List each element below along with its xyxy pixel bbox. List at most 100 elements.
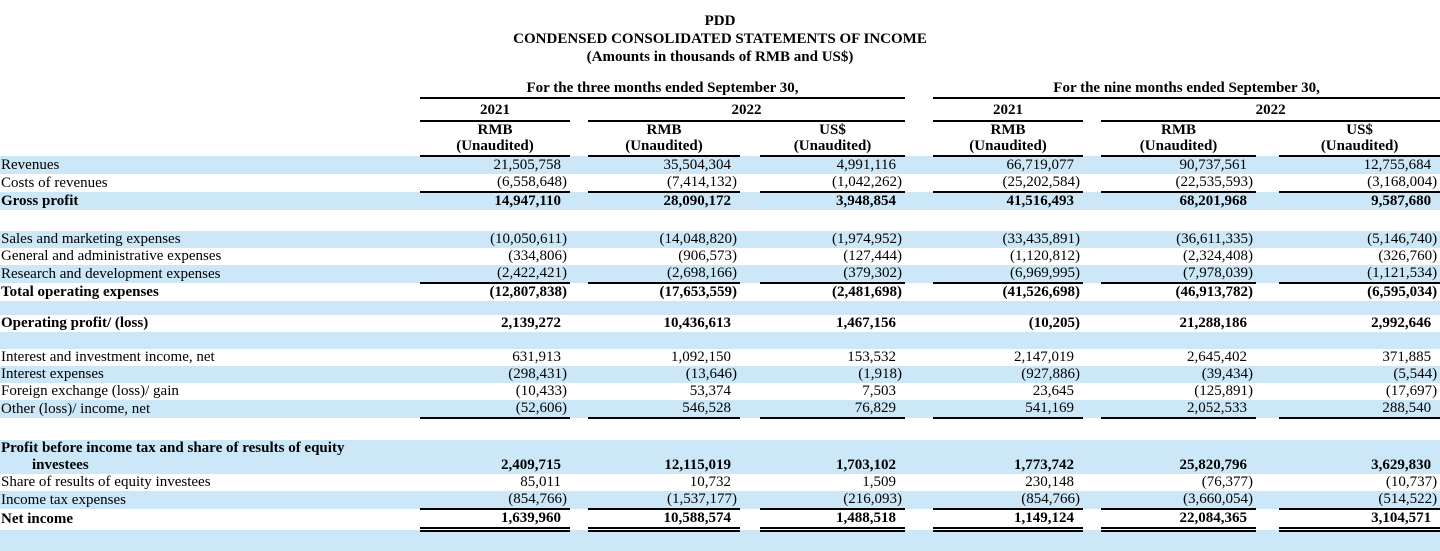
value-cell-col4: (125,891) — [1194, 383, 1254, 399]
gap-cell — [1256, 509, 1279, 530]
row-label: Other (loss)/ income, net — [0, 400, 420, 418]
value-cell-col0: (6,558,648) — [420, 174, 570, 193]
table-row: Other (loss)/ income, net (52,606) 546,528… — [0, 400, 1440, 419]
row-label: Profit before income tax and share of re… — [0, 440, 420, 457]
gap-cell — [905, 174, 933, 192]
table-row: Sales and marketing expenses (10,050,611)… — [0, 231, 1440, 248]
value-cell-col5: (5,544) — [1279, 366, 1440, 383]
unaudited-header-4: (Unaudited) — [1101, 138, 1257, 157]
value-cell-col2: 1,488,518 — [760, 509, 906, 532]
value-cell-col4: (36,611,335) — [1101, 231, 1257, 248]
value-cell-col0: 2,139,272 — [501, 315, 561, 331]
gap-cell — [570, 156, 588, 174]
value-cell-col4: 90,737,561 — [1101, 156, 1257, 174]
year-header-9m-2022: 2022 — [1101, 98, 1440, 122]
gap-cell — [905, 121, 933, 138]
value-cell-col1: (2,698,166) — [588, 265, 740, 284]
row-label: Share of results of equity investees — [1, 474, 211, 490]
gap-cell — [740, 383, 760, 400]
gap-cell — [740, 457, 760, 474]
gap-cell — [905, 156, 934, 174]
table-row: Interest expenses (298,431) (13,646) (1,918… — [0, 366, 1440, 383]
gap-cell — [570, 383, 588, 400]
gap-cell — [1256, 192, 1280, 210]
gap-cell — [570, 491, 588, 509]
gap-cell — [1256, 283, 1279, 301]
value-cell-col4: (7,978,039) — [1101, 265, 1257, 284]
gap-cell — [1083, 366, 1102, 383]
value-cell-col2: 7,503 — [862, 383, 897, 399]
gap-cell — [740, 509, 760, 530]
currency-header-1: RMB — [646, 122, 682, 138]
value-cell-col0 — [420, 440, 570, 457]
table-row: investees 2,409,715 12,115,019 1,703,102 1,7… — [0, 457, 1440, 474]
gap-cell — [1083, 383, 1101, 400]
table-row: Foreign exchange (loss)/ gain (10,433) 53,… — [0, 383, 1440, 400]
gap-cell — [905, 192, 934, 210]
spacer-cell — [0, 332, 1440, 349]
unaudited-header-3: (Unaudited) — [933, 138, 1084, 157]
value-cell-col0: (10,433) — [515, 383, 567, 399]
currency-header-5: US$ — [1346, 122, 1373, 138]
currency-header-row: RMB RMB US$ RMB RMB US$ — [0, 121, 1440, 138]
value-cell-col2: (2,481,698) — [832, 284, 903, 300]
gap-cell — [0, 98, 420, 121]
value-cell-col1: 10,732 — [689, 474, 731, 490]
row-label: Gross profit — [0, 192, 420, 210]
gap-cell — [1256, 349, 1279, 366]
value-cell-col1: 35,504,304 — [588, 156, 740, 174]
value-cell-col5: 9,587,680 — [1279, 192, 1440, 210]
currency-header-3: RMB — [990, 122, 1026, 138]
gap-cell — [570, 400, 588, 418]
row-label: Interest and investment income, net — [1, 349, 215, 365]
unaudited-header-1: (Unaudited) — [588, 138, 740, 157]
gap-cell — [905, 283, 933, 301]
year-header-3m-2022: 2022 — [588, 98, 906, 122]
gap-cell — [905, 80, 933, 98]
gap-cell — [740, 121, 760, 138]
value-cell-col0: (854,766) — [420, 491, 570, 510]
gap-cell — [1083, 121, 1101, 138]
value-cell-col4: (39,434) — [1101, 366, 1257, 383]
gap-cell — [905, 231, 934, 248]
gap-cell — [905, 383, 933, 400]
value-cell-col0: (2,422,421) — [420, 265, 570, 284]
gap-cell — [740, 283, 760, 301]
gap-cell — [1256, 474, 1279, 491]
row-label: Costs of revenues — [1, 174, 108, 191]
value-cell-col3: 41,516,493 — [933, 192, 1084, 210]
gap-cell — [905, 265, 934, 283]
unaudited-header-row: (Unaudited) (Unaudited) (Unaudited) (Una… — [0, 138, 1440, 157]
value-cell-col0: (334,806) — [508, 248, 567, 264]
table-row: Operating profit/ (loss) 2,139,272 10,436,… — [0, 315, 1440, 332]
value-cell-col1: 53,374 — [689, 383, 731, 399]
company-name: PDD — [704, 13, 736, 29]
value-cell-col3 — [933, 440, 1084, 457]
value-cell-col5: (10,737) — [1385, 474, 1438, 490]
row-label: Income tax expenses — [0, 491, 420, 509]
value-cell-col1: (1,537,177) — [588, 491, 740, 510]
gap-cell — [1256, 248, 1279, 265]
table-row: Income tax expenses (854,766) (1,537,177)(… — [0, 491, 1440, 510]
currency-header-4: RMB — [1161, 122, 1197, 138]
gap-cell — [1083, 457, 1102, 474]
gap-cell — [905, 440, 934, 457]
value-cell-col2: 4,991,116 — [760, 156, 906, 174]
spacer-row — [0, 332, 1440, 349]
value-cell-col4 — [1101, 440, 1257, 457]
value-cell-col1: 10,436,613 — [663, 315, 732, 331]
value-cell-col0: 14,947,110 — [420, 192, 570, 210]
value-cell-col0: 631,913 — [512, 349, 561, 365]
value-cell-col5 — [1279, 440, 1440, 457]
value-cell-col5: (1,121,534) — [1279, 265, 1440, 284]
value-cell-col5: 3,629,830 — [1279, 457, 1440, 474]
value-cell-col3: (6,969,995) — [933, 265, 1084, 284]
table-row: Total operating expenses (12,807,838) (17,… — [0, 283, 1440, 301]
gap-cell — [905, 400, 934, 418]
gap-cell — [1256, 383, 1279, 400]
group-nine-months-header: For the nine months ended September 30, — [933, 80, 1440, 99]
gap-cell — [905, 457, 934, 474]
table-row: Revenues 21,505,758 35,504,304 4,991,116 66,… — [0, 156, 1440, 174]
unaudited-header-2: (Unaudited) — [760, 138, 906, 157]
gap-cell — [570, 440, 588, 457]
